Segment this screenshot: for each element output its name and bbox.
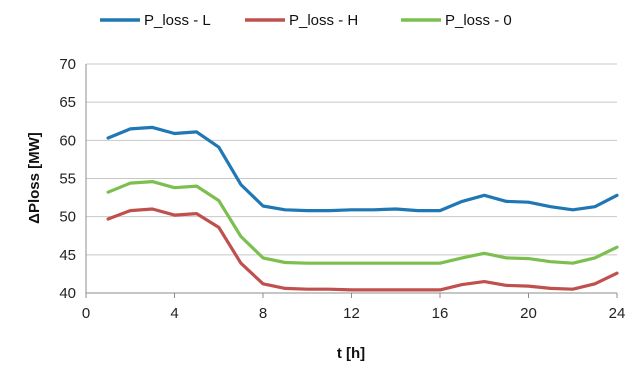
x-tick-label: 4 <box>170 305 178 322</box>
y-tick-label: 50 <box>59 209 76 226</box>
y-tick-label: 40 <box>59 285 76 302</box>
axes <box>85 64 618 298</box>
x-tick-label: 16 <box>432 305 449 322</box>
y-tick-label: 55 <box>59 171 76 188</box>
tick-labels: 40 45 50 55 60 65 70 0 4 8 12 16 20 24 <box>59 56 625 322</box>
grid <box>86 63 617 256</box>
x-tick-label: 24 <box>609 305 626 322</box>
y-tick-label: 60 <box>59 132 76 149</box>
y-tick-label: 65 <box>59 94 76 111</box>
series-line-2 <box>106 207 619 292</box>
legend: P_loss - L P_loss - H P_loss - 0 <box>100 12 512 29</box>
legend-label-2: P_loss - H <box>289 12 358 29</box>
x-tick-label: 20 <box>520 305 537 322</box>
series-line-1 <box>106 125 619 213</box>
series-line-3 <box>106 180 619 265</box>
x-tick-label: 0 <box>82 305 90 322</box>
legend-label-3: P_loss - 0 <box>445 12 512 29</box>
legend-label-1: P_loss - L <box>144 12 211 29</box>
x-tick-label: 12 <box>343 305 360 322</box>
y-tick-label: 70 <box>59 56 76 73</box>
x-axis-title: t [h] <box>337 345 365 362</box>
y-tick-label: 45 <box>59 247 76 264</box>
series-lines <box>106 125 619 292</box>
y-axis-title: ΔPloss [MW] <box>26 132 43 224</box>
x-tick-label: 8 <box>259 305 267 322</box>
